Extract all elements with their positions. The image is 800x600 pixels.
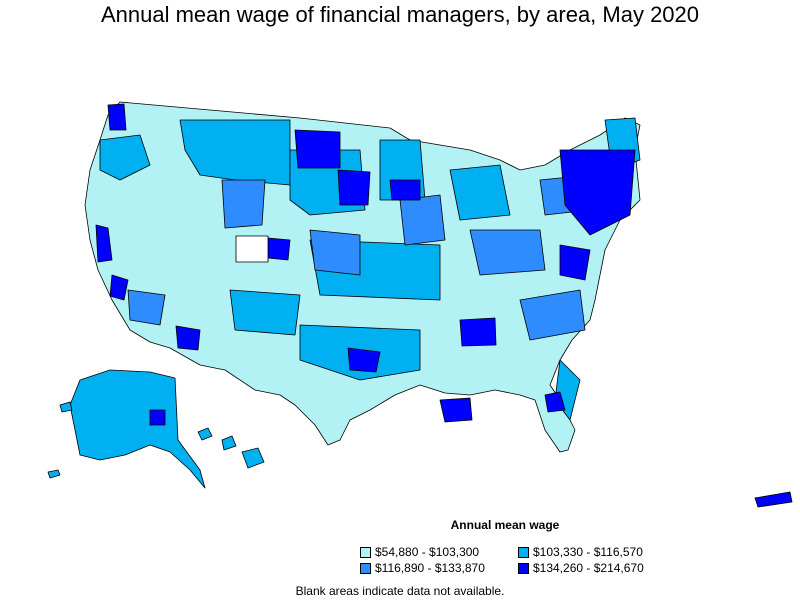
map-title: Annual mean wage of financial managers, … — [100, 2, 700, 27]
legend-title: Annual mean wage — [450, 518, 560, 532]
alaska-shape — [69, 369, 206, 489]
legend-label-2: $103,330 - $116,570 — [533, 545, 643, 559]
puerto-rico-shape — [754, 491, 793, 508]
footnote: Blank areas indicate data not available. — [295, 584, 505, 598]
legend-item-4: $134,260 - $214,670 — [518, 561, 644, 575]
legend-swatch-1 — [360, 546, 371, 558]
hawaii-shape — [197, 427, 213, 441]
no-data-region — [235, 235, 269, 263]
legend-item-1: $54,880 - $103,300 — [360, 545, 479, 559]
legend-swatch-4 — [518, 562, 529, 574]
legend-label-3: $116,890 - $133,870 — [375, 561, 485, 575]
legend-label-4: $134,260 - $214,670 — [533, 561, 644, 575]
legend-item-3: $116,890 - $133,870 — [360, 561, 485, 575]
legend-swatch-2 — [518, 546, 529, 558]
legend-label-1: $54,880 - $103,300 — [375, 545, 480, 559]
legend-swatch-3 — [360, 562, 371, 574]
legend-item-2: $103,330 - $116,570 — [518, 545, 643, 559]
